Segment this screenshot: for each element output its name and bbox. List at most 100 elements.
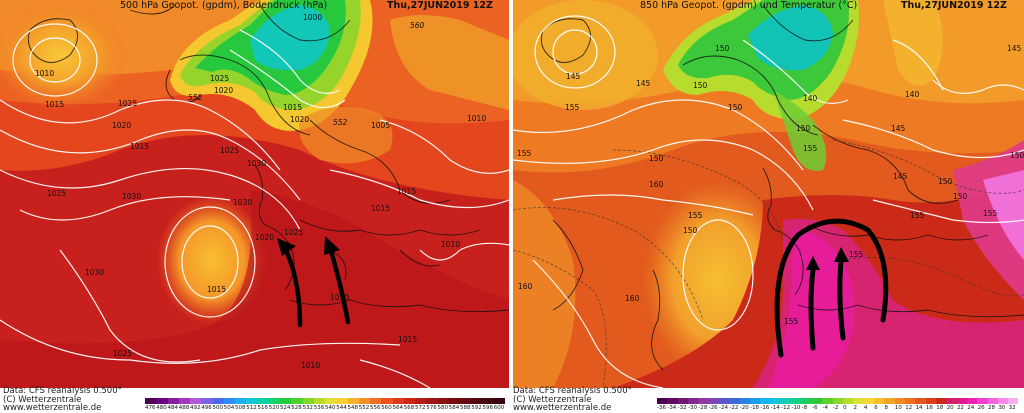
- temp-legend-tick-label: 4: [863, 405, 868, 411]
- temp-legend-tick-label: 16: [925, 405, 933, 411]
- geopot-legend-swatch: [381, 398, 393, 404]
- isobar-label: 1010: [35, 69, 55, 78]
- url-link[interactable]: www.wetterzentrale.de: [3, 403, 102, 413]
- geopot-legend-tick-label: 584: [448, 405, 460, 411]
- temp-legend-swatch: [801, 398, 812, 404]
- temp-legend-swatch: [946, 398, 957, 404]
- geopot-legend-tick-label: 492: [190, 405, 201, 411]
- isobar-label: 1025: [284, 228, 304, 237]
- isobar-label: 1015: [45, 100, 65, 109]
- isobar-label: 1005: [371, 121, 391, 130]
- geopot-legend-swatch: [178, 398, 190, 404]
- temp-legend-tick-label: 18: [936, 405, 944, 411]
- geopot-legend-swatch: [302, 398, 314, 404]
- geopot-legend-tick-label: 572: [415, 405, 426, 411]
- geopot-label: 155: [983, 209, 998, 218]
- temp-legend-tick-label: 32: [1008, 405, 1016, 411]
- temp-legend-tick-label: -14: [770, 405, 780, 411]
- geopot-legend-tick-label: 544: [336, 405, 347, 411]
- geopot-legend-tick-label: 520: [268, 405, 280, 411]
- geopot-legend-tick-label: 536: [313, 405, 325, 411]
- temp-legend-swatch: [842, 398, 854, 404]
- isobar-label: 1020: [112, 121, 132, 130]
- temp-legend-swatch: [811, 398, 823, 404]
- temp-legend-tick-label: -4: [822, 405, 828, 411]
- geopot-legend-swatch: [190, 398, 202, 404]
- isobar-label: 1015: [207, 285, 227, 294]
- geopot-legend-swatch: [167, 398, 179, 404]
- temp-legend-tick-label: 10: [894, 405, 902, 411]
- temp-legend-swatch: [884, 398, 895, 404]
- geopot-legend-tick-label: 512: [246, 405, 257, 411]
- geopot-legend-tick-label: 480: [156, 405, 167, 411]
- geopot-label: 150: [1010, 151, 1024, 160]
- isobar-label: 1010: [441, 240, 461, 249]
- geopot-label: 155: [688, 211, 703, 220]
- temp-legend-swatch: [987, 398, 998, 404]
- left-panel-time: Thu,27JUN2019 12Z: [387, 0, 493, 11]
- temp-legend-swatch: [1008, 398, 1019, 404]
- right-panel-time: Thu,27JUN2019 12Z: [901, 0, 1007, 11]
- isobar-label: 1030: [122, 192, 142, 201]
- geopot-legend-swatch: [268, 398, 280, 404]
- geopot-legend-tick-label: 484: [167, 405, 179, 411]
- temp-legend-swatch: [708, 398, 719, 404]
- geopot-label: 155: [565, 103, 580, 112]
- url-link-right[interactable]: www.wetterzentrale.de: [513, 403, 612, 413]
- geopot-label: 145: [566, 72, 581, 81]
- isobar-label: 1015: [130, 142, 150, 151]
- geopot-legend-swatch: [235, 398, 247, 404]
- temp-legend-tick-label: 6: [874, 405, 878, 411]
- geopot-label: 155: [910, 211, 925, 220]
- isobar-label: 1020: [214, 86, 234, 95]
- geopot-legend-tick-label: 576: [426, 405, 437, 411]
- geopot-legend-tick-label: 556: [370, 405, 381, 411]
- temp-legend-swatch: [997, 398, 1009, 404]
- temperature-color-legend: -36 -34 -32 -30 -28 -26 -24 -22 -20 -18 -16 -14 -12-…: [657, 398, 1019, 411]
- geopot-label: 155: [849, 250, 864, 259]
- geopot-color-legend: 476 480 484 488 492 496 500 504 508 512 516 520 524 5…: [145, 398, 505, 411]
- temp-legend-swatch: [894, 398, 905, 404]
- temp-legend-tick-label: -24: [719, 405, 729, 411]
- temp-legend-tick-label: 2: [853, 405, 858, 411]
- geopot-label: 150: [649, 154, 664, 163]
- temp-legend-swatch: [687, 398, 699, 404]
- temp-legend-swatch: [667, 398, 678, 404]
- geopot-legend-tick-label: 560: [381, 405, 392, 411]
- geopot-label: 150: [953, 192, 968, 201]
- geopot-legend-swatch: [291, 398, 303, 404]
- temp-legend-swatch: [904, 398, 916, 404]
- isobar-label: 1030: [233, 198, 253, 207]
- isobar-label: 1030: [85, 268, 105, 277]
- geopot-legend-swatch: [212, 398, 224, 404]
- left-map-field: [0, 0, 509, 388]
- temp-legend-tick-label: 12: [905, 405, 913, 411]
- temp-legend-swatch: [966, 398, 978, 404]
- geopot-label: 150: [683, 226, 698, 235]
- geopot-legend-tick-label: 588: [460, 405, 471, 411]
- temp-legend-tick-label: -34: [667, 405, 677, 411]
- temp-legend-tick-label: -20: [739, 405, 749, 411]
- temp-legend-tick-label: 30: [998, 405, 1006, 411]
- temp-legend-swatch: [925, 398, 936, 404]
- temp-legend-tick-label: 26: [977, 405, 985, 411]
- temp-legend-tick-label: -6: [812, 405, 818, 411]
- geopot-label: 552: [333, 118, 348, 127]
- temp-legend-swatch: [677, 398, 688, 404]
- geopot-legend-tick-label: 568: [403, 405, 415, 411]
- geopot-legend-tick-label: 476: [145, 405, 156, 411]
- geopot-legend-swatch: [460, 398, 472, 404]
- geopot-label: 150: [728, 103, 743, 112]
- temp-legend-tick-label: -30: [688, 405, 697, 411]
- temp-legend-swatch: [739, 398, 750, 404]
- geopot-legend-swatch: [347, 398, 359, 404]
- geopot-legend-swatch: [415, 398, 427, 404]
- geopot-legend-swatch: [403, 398, 415, 404]
- geopot-legend-tick-label: 516: [257, 405, 269, 411]
- geopot-legend-tick-label: 524: [280, 405, 291, 411]
- geopot-label: 155: [517, 149, 532, 158]
- source-text: Data: CFS reanalysis 0.500°: [3, 386, 122, 396]
- geopot-legend-tick-label: 528: [291, 405, 302, 411]
- isobar-label: 1025: [210, 74, 230, 83]
- temp-legend-swatch: [853, 398, 864, 404]
